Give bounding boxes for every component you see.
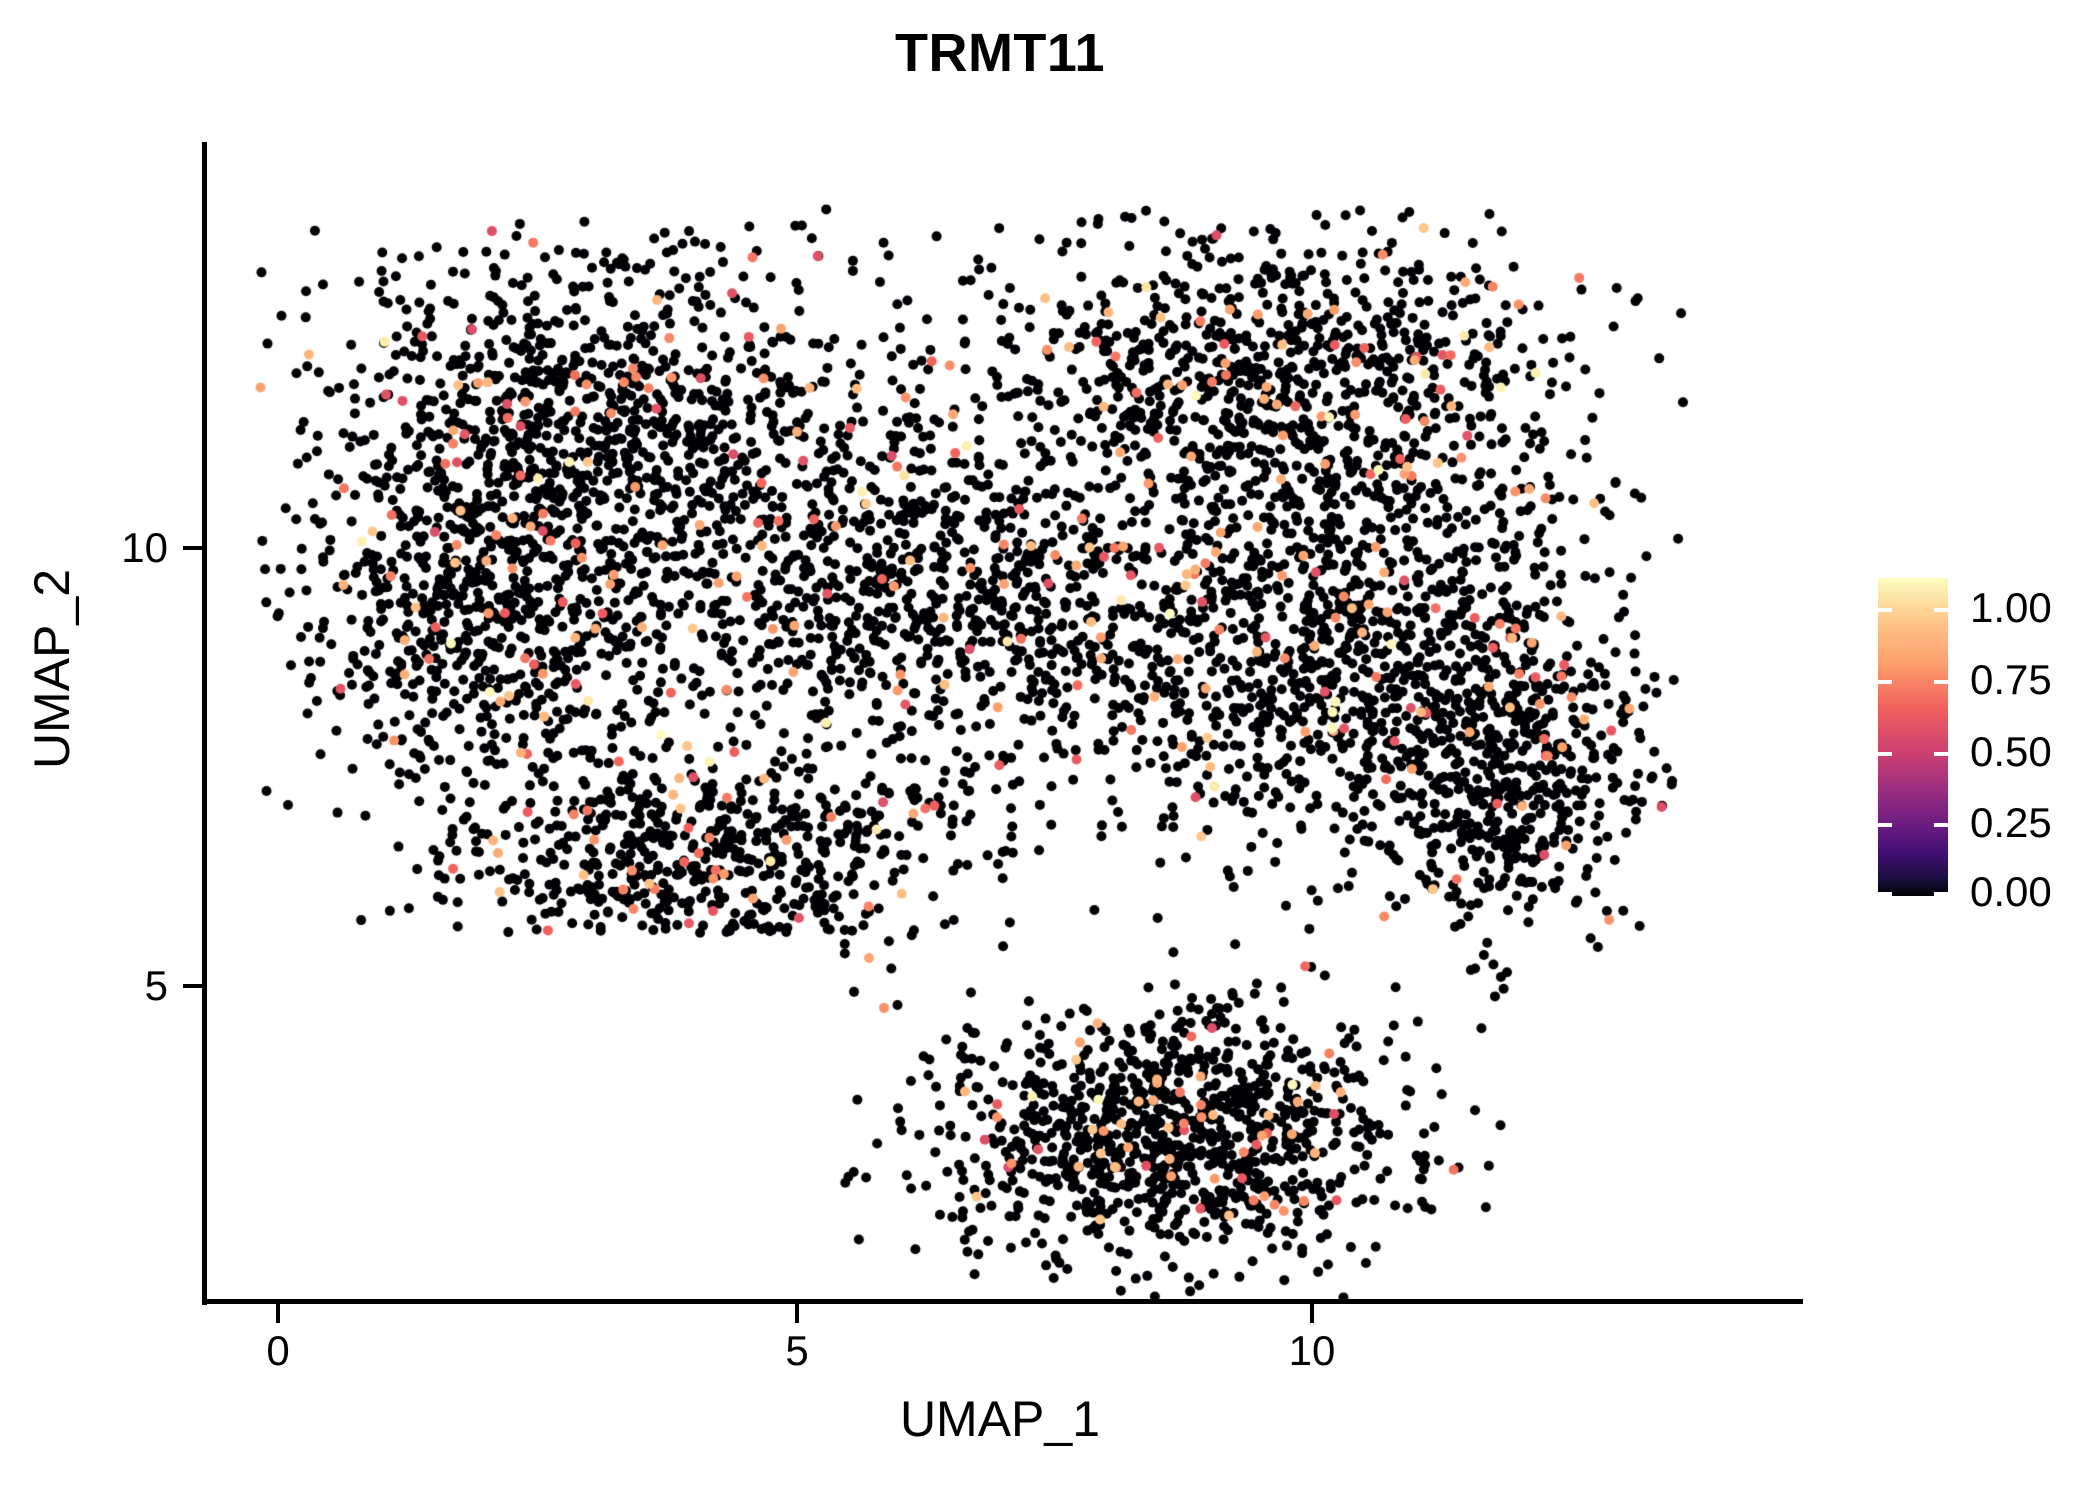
y-tick-10 bbox=[183, 546, 202, 550]
scatter-canvas bbox=[206, 142, 1803, 1302]
colorbar-tick-2b bbox=[1934, 680, 1948, 684]
plot-panel bbox=[206, 142, 1803, 1302]
colorbar-label-0.50: 0.50 bbox=[1970, 728, 2052, 775]
y-tick-label-10: 10 bbox=[121, 524, 168, 571]
x-tick-label-0: 0 bbox=[266, 1327, 290, 1374]
x-tick-5 bbox=[795, 1304, 799, 1323]
colorbar-tick-2 bbox=[1878, 680, 1892, 684]
page-title: TRMT11 bbox=[894, 23, 1106, 83]
y-axis-title: UMAP_2 bbox=[24, 568, 80, 770]
colorbar-label-1.00: 1.00 bbox=[1970, 584, 2052, 631]
colorbar-tick-5 bbox=[1878, 892, 1892, 896]
colorbar-tick-3b bbox=[1934, 752, 1948, 756]
colorbar-label-0.00: 0.00 bbox=[1970, 868, 2052, 915]
x-tick-label-5: 5 bbox=[785, 1327, 809, 1374]
colorbar-label-0.75: 0.75 bbox=[1970, 656, 2052, 703]
colorbar-tick-1 bbox=[1878, 608, 1892, 612]
x-axis-line bbox=[202, 1299, 1803, 1304]
y-axis-line bbox=[202, 142, 207, 1305]
x-axis-title: UMAP_1 bbox=[899, 1391, 1101, 1447]
y-tick-label-5: 5 bbox=[144, 962, 168, 1009]
colorbar-label-0.25: 0.25 bbox=[1970, 799, 2052, 846]
colorbar-tick-5b bbox=[1934, 892, 1948, 896]
x-tick-label-10: 10 bbox=[1288, 1327, 1336, 1374]
colorbar-tick-1b bbox=[1934, 608, 1948, 612]
colorbar-tick-4b bbox=[1934, 823, 1948, 827]
colorbar-tick-3 bbox=[1878, 752, 1892, 756]
x-tick-10 bbox=[1310, 1304, 1314, 1323]
colorbar-tick-4 bbox=[1878, 823, 1892, 827]
y-tick-5 bbox=[183, 984, 202, 988]
x-tick-0 bbox=[276, 1304, 280, 1323]
colorbar-gradient bbox=[1878, 578, 1948, 896]
